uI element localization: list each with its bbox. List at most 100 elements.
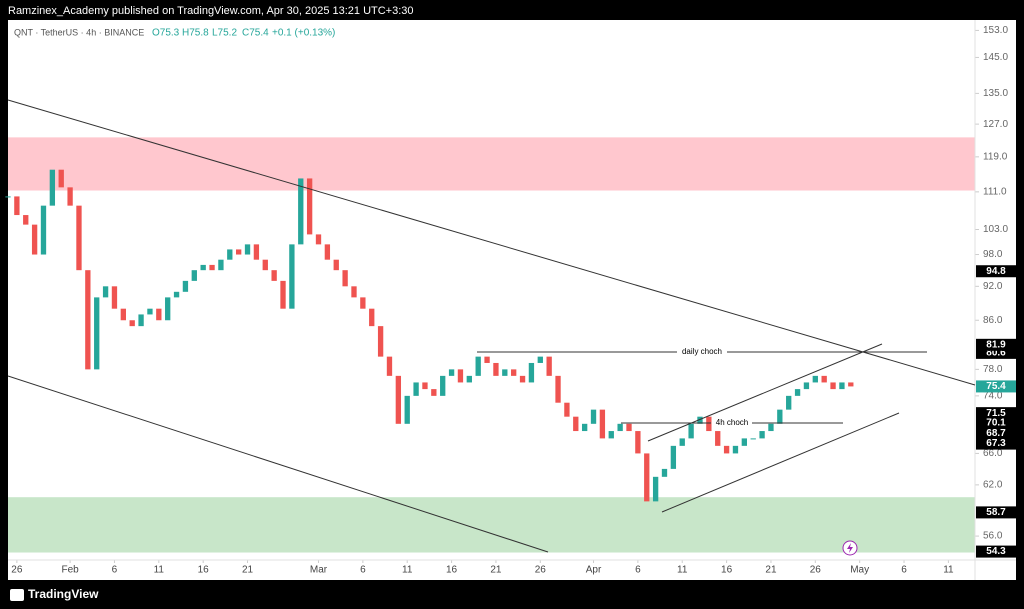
price-label-box — [976, 506, 1016, 519]
candle — [493, 362, 499, 376]
price-label: 58.7 — [986, 507, 1006, 518]
x-tick-label: 21 — [765, 565, 777, 576]
candle — [608, 431, 614, 439]
y-tick-label: 145.0 — [983, 52, 1008, 63]
candle — [644, 453, 650, 502]
candle — [67, 187, 73, 206]
candle — [333, 259, 339, 271]
candle — [200, 264, 206, 271]
candle — [369, 308, 375, 327]
y-tick-label: 74.0 — [983, 390, 1003, 401]
candles — [5, 169, 854, 502]
candle — [262, 259, 268, 271]
y-tick-label: 103.0 — [983, 224, 1008, 235]
y-tick-label: 62.0 — [983, 480, 1003, 491]
candle — [848, 382, 854, 387]
symbol: QNT · TetherUS · 4h · BINANCE — [14, 27, 144, 37]
price-label-box — [976, 265, 1016, 278]
price-label: 70.1 — [986, 418, 1006, 429]
candle — [697, 416, 703, 424]
x-tick-label: 26 — [535, 565, 547, 576]
candle — [635, 431, 641, 454]
price-label: 94.8 — [986, 266, 1006, 277]
candle — [803, 382, 810, 390]
price-label-box — [976, 437, 1016, 450]
candle — [537, 356, 543, 363]
footer-brand: TradingView — [28, 587, 99, 601]
x-tick-label: 26 — [810, 565, 822, 576]
y-tick-label: 119.0 — [983, 151, 1008, 162]
candle — [555, 375, 561, 403]
candle — [111, 286, 118, 309]
zone — [8, 497, 975, 553]
y-tick-label: 135.0 — [983, 88, 1008, 99]
axes: 153.0 145.0 135.0 127.0 119.0 111.0 103.0 98.0 9… — [11, 25, 1008, 576]
ohlc: O75.3 H75.8 L75.2 C75.4 +0.1 (+0.13%) — [152, 28, 335, 39]
x-tick-label: 16 — [446, 565, 458, 576]
candle — [652, 476, 659, 502]
x-tick-label: 26 — [11, 565, 23, 576]
zone — [8, 137, 975, 191]
candle — [377, 326, 384, 357]
candle — [182, 280, 189, 292]
candle — [457, 369, 464, 383]
price-label-box — [976, 338, 1016, 351]
candle — [759, 431, 765, 439]
candle — [617, 423, 623, 432]
candle — [40, 205, 47, 255]
price-label-box — [976, 417, 1016, 430]
y-tick-label: 153.0 — [983, 25, 1008, 36]
candle — [839, 382, 845, 390]
candle — [120, 308, 126, 321]
candle — [156, 308, 162, 321]
candle — [386, 356, 393, 376]
candle — [360, 297, 366, 309]
annotation: daily choch — [682, 347, 722, 356]
candle — [31, 224, 38, 255]
candle — [830, 382, 836, 390]
x-tick-label: 21 — [242, 565, 254, 576]
candle — [581, 423, 588, 432]
x-tick-label: 16 — [721, 565, 733, 576]
x-tick-label: 11 — [943, 565, 954, 576]
candle — [502, 369, 508, 376]
x-tick-label: Feb — [61, 565, 79, 576]
candle — [626, 423, 632, 432]
candle — [750, 438, 756, 440]
candle — [812, 375, 818, 383]
candle — [661, 468, 668, 477]
x-tick-label: 11 — [402, 565, 413, 576]
x-tick-label: 6 — [901, 565, 907, 576]
candle — [324, 244, 331, 260]
candle — [413, 382, 419, 396]
candle — [235, 249, 242, 255]
candle — [723, 445, 730, 454]
candle — [147, 308, 153, 315]
candle — [422, 382, 428, 390]
x-tick-label: 6 — [360, 565, 366, 576]
annotation: 4h choch — [716, 418, 748, 427]
y-tick-label: 92.0 — [983, 281, 1003, 292]
x-tick-label: May — [850, 565, 869, 576]
y-tick-label: 111.0 — [983, 187, 1007, 198]
candle — [777, 409, 783, 424]
candle — [466, 375, 472, 383]
candle — [546, 356, 552, 376]
price-label: 80.6 — [986, 348, 1006, 359]
candle — [395, 375, 402, 424]
candle — [768, 423, 774, 432]
y-tick-label: 56.0 — [983, 531, 1003, 542]
trend-line — [7, 99, 976, 386]
candle — [573, 416, 579, 432]
candle — [679, 438, 685, 446]
candle — [129, 320, 135, 327]
candle — [14, 196, 20, 216]
candle — [5, 196, 11, 198]
candle — [102, 286, 109, 298]
price-label-box — [976, 427, 1016, 440]
candle — [227, 249, 233, 260]
candle — [218, 259, 224, 271]
candle — [351, 286, 357, 298]
price-labels: 94.8 80.681.9 75.4 71.570.168.767.3 58.7 54.3 — [976, 265, 1016, 558]
